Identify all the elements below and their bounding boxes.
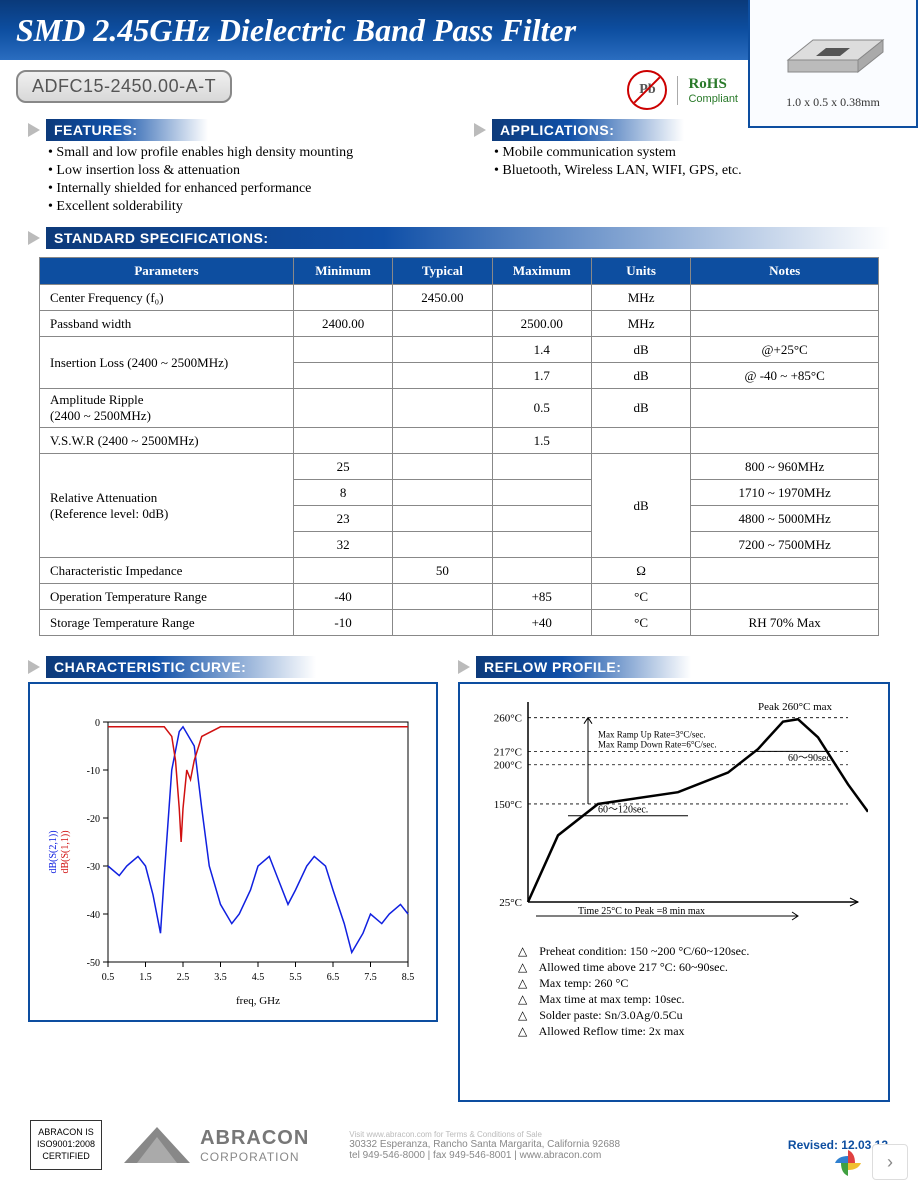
company-logo: ABRACON CORPORATION	[122, 1125, 309, 1165]
pb-free-icon: Pb	[627, 70, 667, 110]
application-item: Bluetooth, Wireless LAN, WIFI, GPS, etc.	[494, 163, 890, 179]
component-image-box: 1.0 x 0.5 x 0.38mm	[748, 0, 918, 128]
svg-text:-50: -50	[87, 958, 100, 969]
component-icon	[768, 10, 898, 90]
features-list: Small and low profile enables high densi…	[28, 145, 444, 215]
feature-item: Low insertion loss & attenuation	[48, 163, 444, 179]
table-row: Insertion Loss (2400 ~ 2500MHz)1.4dB@+25…	[40, 337, 879, 363]
reflow-note: Max temp: 260 °C	[518, 976, 880, 991]
svg-text:217°C: 217°C	[494, 746, 522, 758]
svg-text:dB(S(2,1)): dB(S(2,1))	[48, 830, 59, 873]
company-name: ABRACON	[200, 1127, 309, 1150]
svg-text:Max Ramp Up Rate=3°C/sec.: Max Ramp Up Rate=3°C/sec.	[598, 729, 706, 739]
svg-text:25°C: 25°C	[499, 897, 522, 909]
feature-item: Small and low profile enables high densi…	[48, 145, 444, 161]
triangle-icon	[28, 231, 40, 245]
company-sub: CORPORATION	[200, 1150, 309, 1164]
table-row: Center Frequency (f₀)2450.00MHz	[40, 285, 879, 311]
applications-list: Mobile communication system Bluetooth, Wi…	[474, 145, 890, 179]
svg-text:Max Ramp Down Rate=6°C/sec.: Max Ramp Down Rate=6°C/sec.	[598, 739, 717, 749]
rohs-sub: Compliant	[688, 93, 738, 105]
curve-heading: CHARACTERISTIC CURVE:	[46, 656, 316, 678]
svg-text:-20: -20	[87, 814, 100, 825]
compliance-row: Pb RoHS Compliant	[627, 70, 738, 110]
svg-text:-10: -10	[87, 766, 100, 777]
reflow-note: Allowed time above 217 °C: 60~90sec.	[518, 960, 880, 975]
reflow-notes: Preheat condition: 150 ~200 °C/60~120sec…	[468, 937, 880, 1039]
reflow-note: Allowed Reflow time: 2x max	[518, 1024, 880, 1039]
footer: ABRACON ISISO9001:2008CERTIFIED ABRACON …	[0, 1100, 918, 1190]
svg-text:2.5: 2.5	[177, 972, 190, 983]
svg-text:8.5: 8.5	[402, 972, 415, 983]
svg-text:dB(S(1,1)): dB(S(1,1))	[60, 830, 71, 873]
table-row: Storage Temperature Range-10+40°CRH 70% …	[40, 610, 879, 636]
triangle-icon	[28, 660, 40, 674]
svg-text:6.5: 6.5	[327, 972, 340, 983]
svg-text:0: 0	[95, 718, 100, 729]
features-heading: FEATURES:	[46, 119, 208, 141]
svg-text:200°C: 200°C	[494, 760, 522, 772]
triangle-icon	[28, 123, 40, 137]
applications-heading: APPLICATIONS:	[492, 119, 684, 141]
part-number-badge: ADFC15-2450.00-A-T	[16, 70, 232, 103]
characteristic-curve-chart: 0.5 1.5 2.5 3.5 4.5 5.5 6.5 7.5 8.5 -50 -40 -30 -20 -…	[28, 682, 438, 1022]
feature-item: Excellent solderability	[48, 199, 444, 215]
svg-text:3.5: 3.5	[214, 972, 227, 983]
table-row: V.S.W.R (2400 ~ 2500MHz)1.5	[40, 428, 879, 454]
table-row: Relative Attenuation(Reference level: 0d…	[40, 454, 879, 480]
specs-heading: STANDARD SPECIFICATIONS:	[46, 227, 890, 249]
footer-info: Visit www.abracon.com for Terms & Condit…	[329, 1130, 768, 1161]
svg-text:Time 25°C to Peak =8 min max: Time 25°C to Peak =8 min max	[578, 906, 705, 917]
table-row: Operation Temperature Range-40+85°C	[40, 584, 879, 610]
iso-badge: ABRACON ISISO9001:2008CERTIFIED	[30, 1120, 102, 1169]
table-row: Characteristic Impedance50Ω	[40, 558, 879, 584]
reflow-note: Preheat condition: 150 ~200 °C/60~120sec…	[518, 944, 880, 959]
pinwheel-icon	[833, 1148, 863, 1178]
reflow-note: Max time at max temp: 10sec.	[518, 992, 880, 1007]
dimensions-text: 1.0 x 0.5 x 0.38mm	[760, 95, 906, 110]
svg-text:Peak 260°C max: Peak 260°C max	[758, 701, 833, 713]
svg-text:5.5: 5.5	[289, 972, 302, 983]
reflow-heading: REFLOW PROFILE:	[476, 656, 691, 678]
curve-svg: 0.5 1.5 2.5 3.5 4.5 5.5 6.5 7.5 8.5 -50 -40 -30 -20 -…	[38, 692, 428, 1012]
reflow-note: Solder paste: Sn/3.0Ag/0.5Cu	[518, 1008, 880, 1023]
svg-text:freq, GHz: freq, GHz	[236, 995, 280, 1007]
svg-text:-30: -30	[87, 862, 100, 873]
table-row: Amplitude Ripple(2400 ~ 2500MHz)0.5dB	[40, 389, 879, 428]
application-item: Mobile communication system	[494, 145, 890, 161]
triangle-icon	[474, 123, 486, 137]
table-row: Passband width2400.002500.00MHz	[40, 311, 879, 337]
svg-text:60～120sec.: 60～120sec.	[598, 805, 648, 816]
feature-item: Internally shielded for enhanced perform…	[48, 181, 444, 197]
triangle-icon	[458, 660, 470, 674]
svg-text:0.5: 0.5	[102, 972, 115, 983]
svg-text:-40: -40	[87, 910, 100, 921]
svg-text:260°C: 260°C	[494, 713, 522, 725]
reflow-profile-chart: 25°C 150°C 200°C 217°C 260°C Peak 260°C max Ma…	[458, 682, 890, 1102]
rohs-badge: RoHS Compliant	[677, 76, 738, 105]
svg-text:60～90sec.: 60～90sec.	[788, 753, 833, 764]
rohs-title: RoHS	[688, 76, 738, 93]
reflow-svg: 25°C 150°C 200°C 217°C 260°C Peak 260°C max Ma…	[468, 692, 868, 932]
svg-text:7.5: 7.5	[364, 972, 377, 983]
svg-text:150°C: 150°C	[494, 799, 522, 811]
specs-table: ParametersMinimumTypicalMaximumUnitsNote…	[39, 257, 879, 636]
svg-text:4.5: 4.5	[252, 972, 265, 983]
next-page-button[interactable]: ›	[872, 1144, 908, 1180]
logo-icon	[122, 1125, 192, 1165]
svg-text:1.5: 1.5	[139, 972, 152, 983]
